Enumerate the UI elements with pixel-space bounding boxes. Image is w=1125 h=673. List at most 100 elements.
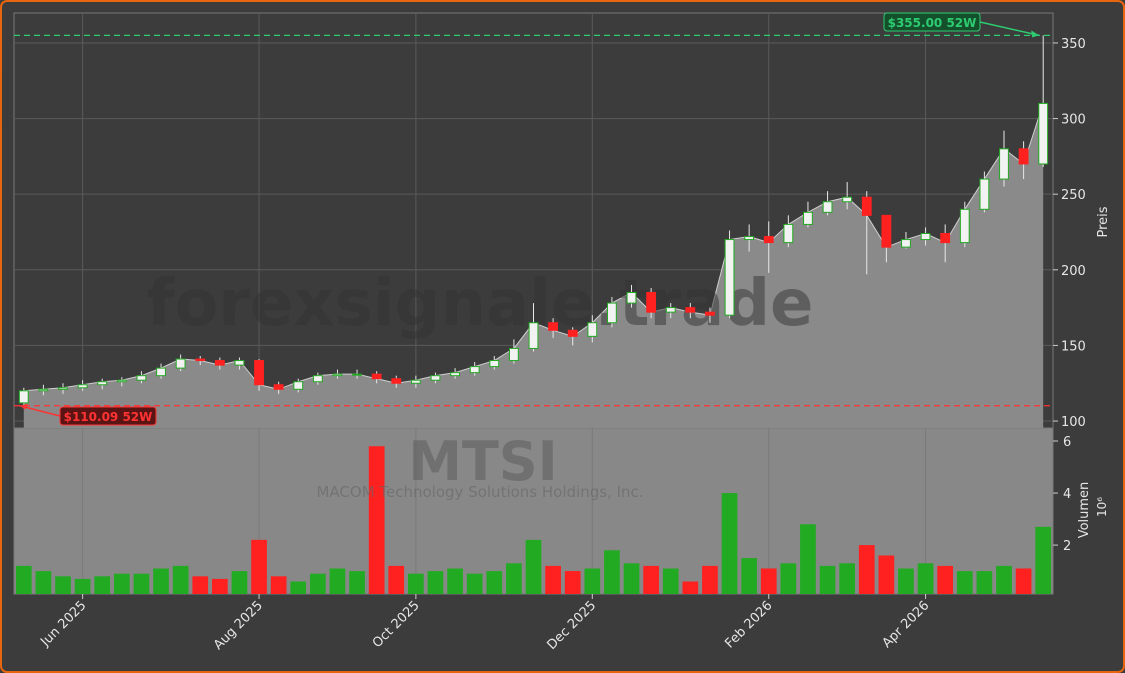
candle-body [724, 239, 735, 316]
candle-body [430, 375, 441, 381]
volume-bar [564, 571, 581, 594]
volume-bar [329, 568, 346, 594]
candle-body [548, 322, 559, 331]
watermark: forexsignale.trade [147, 267, 814, 341]
ticker-watermark: MTSI [408, 430, 558, 493]
volume-bar [447, 568, 463, 594]
volume-bar [251, 539, 267, 594]
candle-body [842, 196, 853, 203]
y-tick-label: 200 [1061, 264, 1086, 279]
volume-bar [408, 573, 424, 594]
candle-body [97, 381, 108, 386]
y-tick-label: 300 [1061, 113, 1086, 128]
volume-bar [310, 573, 326, 594]
candle-body [410, 379, 421, 384]
volume-bar [35, 571, 52, 594]
volume-bar [486, 571, 503, 594]
candle-body [391, 378, 402, 384]
volume-axis-label: Volumen [1077, 482, 1092, 539]
volume-bar [760, 568, 777, 594]
volume-bar [506, 563, 522, 594]
candle-body [979, 178, 990, 210]
arrow-head [20, 403, 28, 410]
volume-bar [545, 565, 561, 594]
candle-body [861, 196, 872, 216]
candle-body [352, 373, 362, 376]
volume-bar [780, 563, 797, 594]
candle-body [450, 372, 460, 377]
volume-bar [623, 563, 640, 594]
volume-bar [231, 571, 248, 594]
candle-body [959, 208, 970, 244]
candle-body [763, 236, 774, 244]
volume-bar [368, 446, 385, 594]
arrow-head [1031, 30, 1040, 38]
candle-body [175, 358, 186, 369]
volume-bar [388, 565, 405, 594]
volume-bar [937, 565, 954, 594]
volume-bar [1015, 568, 1032, 594]
volume-bar [153, 568, 169, 594]
candle-body [607, 302, 617, 324]
annotation-box [59, 406, 157, 426]
annotation-arrow [19, 405, 61, 417]
volume-bar [682, 581, 699, 594]
volume-bar [800, 524, 816, 594]
volume-bar [858, 545, 875, 594]
volume-bar [996, 565, 1012, 594]
candle-body [254, 360, 264, 386]
candle-body [77, 384, 88, 389]
volume-tick-label: 4 [1063, 487, 1071, 502]
volume-bar [192, 576, 209, 594]
candle-body [665, 307, 676, 313]
volume-bar [55, 576, 71, 594]
volume-bar [741, 558, 757, 594]
annotation-label: $355.00 52W [888, 16, 977, 30]
annotation-label: $110.09 52W [64, 410, 153, 424]
volume-bar [525, 539, 542, 594]
candle-body [195, 358, 206, 362]
candle-body [567, 329, 578, 337]
candle-body [273, 384, 284, 390]
volume-offset: 10⁶ [1095, 497, 1109, 517]
candle-body [234, 360, 245, 366]
candle-body [901, 239, 911, 248]
volume-bar [702, 565, 718, 594]
candle-body [705, 311, 715, 316]
volume-bar [878, 555, 895, 594]
volume-bar [1035, 526, 1052, 594]
volume-bar [976, 571, 993, 594]
candle-body [940, 233, 951, 244]
candle-body [371, 373, 382, 380]
volume-tick-label: 2 [1063, 539, 1071, 554]
candle-body [646, 291, 657, 313]
volume-bar [839, 563, 856, 594]
candle-body [508, 347, 519, 362]
candle-body [489, 360, 500, 368]
marks [15, 35, 1052, 594]
candle-body [920, 233, 931, 241]
volume-bar [427, 571, 444, 594]
volume-bar [662, 568, 679, 594]
candle-body [1018, 148, 1029, 165]
candle-body [822, 201, 833, 213]
candle-body [214, 360, 225, 366]
candle-body [469, 366, 480, 374]
y-tick-label: 150 [1061, 339, 1086, 354]
volume-bar [819, 565, 836, 594]
volume-bar [211, 578, 228, 594]
candle-body [999, 148, 1009, 180]
candle-body [587, 322, 598, 337]
candle-body [626, 291, 637, 304]
volume-bar [643, 565, 659, 594]
candle-body [38, 388, 49, 392]
annotation-box [883, 12, 981, 32]
volume-bar [113, 573, 130, 594]
candle-body [136, 375, 147, 381]
volume-bar [349, 571, 365, 594]
candle-body [1038, 102, 1049, 165]
candle-body [332, 373, 343, 377]
y-tick-label: 100 [1061, 415, 1086, 430]
